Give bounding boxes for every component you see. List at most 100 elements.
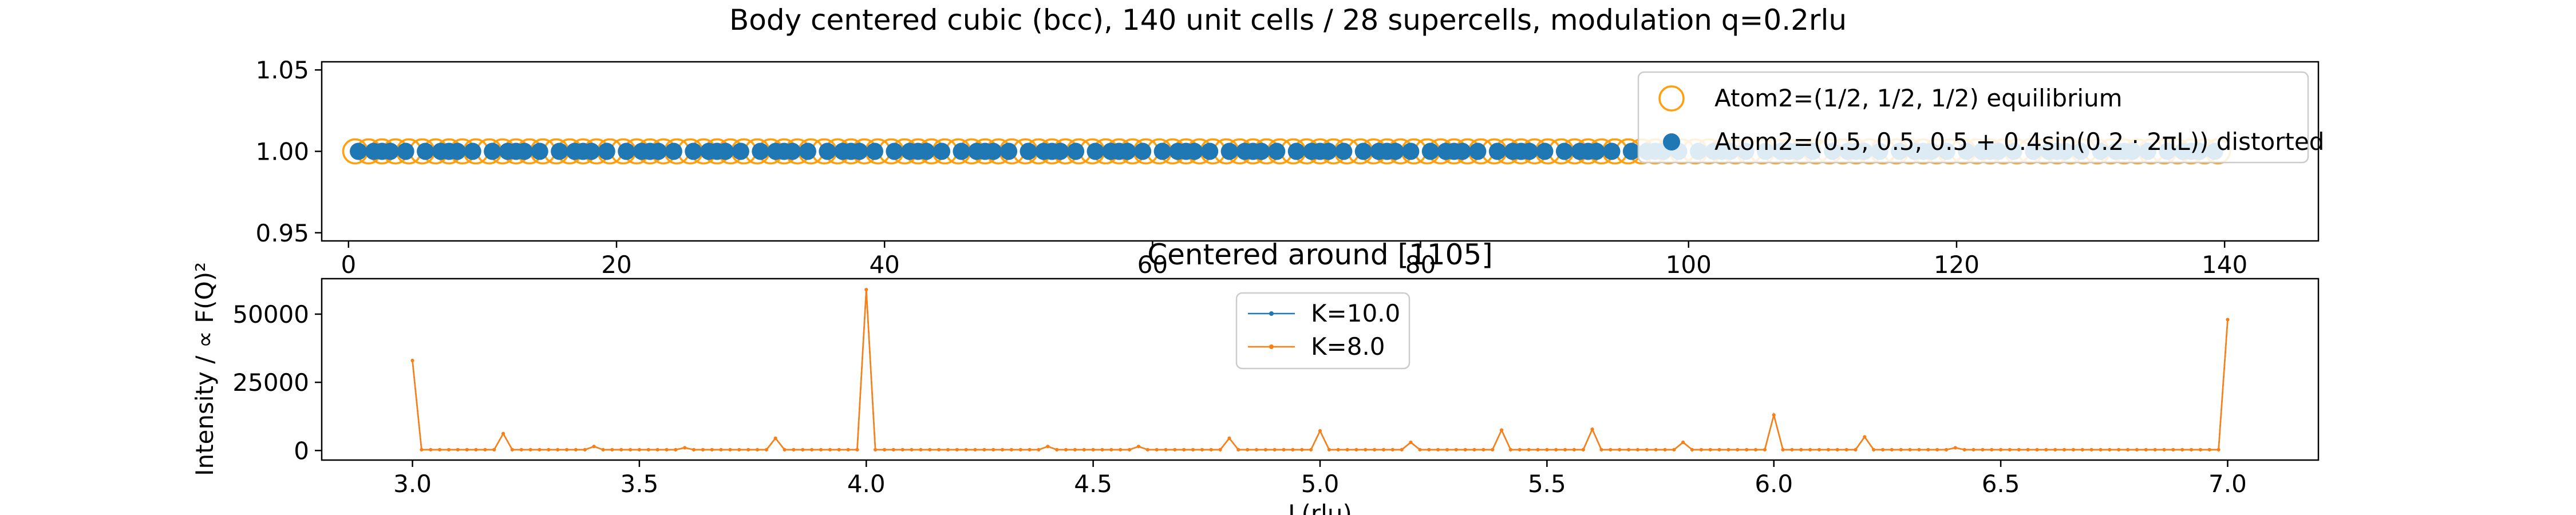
data-point (2089, 447, 2093, 451)
data-point (565, 447, 569, 451)
data-point (874, 447, 878, 451)
data-point (1854, 447, 1858, 451)
data-point (1082, 447, 1086, 451)
distorted-point (1453, 142, 1471, 160)
data-point (1073, 447, 1077, 451)
distorted-point (1268, 142, 1286, 160)
data-point (1563, 447, 1567, 451)
distorted-point (1319, 142, 1337, 160)
data-point (1627, 447, 1631, 451)
data-point (783, 447, 787, 451)
data-point (1481, 447, 1485, 451)
data-point (1463, 447, 1467, 451)
data-point (1799, 447, 1803, 451)
data-point (1518, 447, 1522, 451)
data-point (1246, 447, 1250, 451)
data-point (1028, 447, 1032, 451)
data-point (1863, 435, 1867, 439)
x-tick-label: 6.0 (1755, 470, 1793, 498)
data-point (1826, 447, 1830, 451)
data-point (2053, 447, 2057, 451)
legend-label-k8: K=8.0 (1311, 332, 1385, 360)
distorted-point (732, 142, 749, 160)
data-point (1400, 447, 1404, 451)
data-point (891, 447, 895, 451)
data-point (946, 447, 950, 451)
data-point (1418, 447, 1422, 451)
distorted-point (1119, 142, 1136, 160)
x-tick-label: 5.0 (1301, 470, 1340, 498)
data-point (2063, 447, 2067, 451)
distorted-point (1134, 142, 1152, 160)
data-point (501, 431, 505, 435)
data-point (1917, 447, 1921, 451)
data-point (1064, 447, 1068, 451)
data-point (1635, 447, 1639, 451)
data-point (1445, 447, 1449, 451)
intensity-series (410, 288, 2230, 451)
distorted-point (1067, 142, 1085, 160)
data-point (1055, 447, 1059, 451)
data-point (1835, 447, 1839, 451)
data-point (629, 447, 633, 451)
distorted-point (1622, 142, 1640, 160)
data-point (665, 447, 669, 451)
distorted-point (685, 142, 702, 160)
data-point (1772, 413, 1776, 417)
distorted-point (1253, 142, 1270, 160)
x-tick-label: 4.0 (847, 470, 886, 498)
distorted-point (1086, 142, 1104, 160)
data-point (610, 447, 614, 451)
data-point (528, 447, 532, 451)
distorted-point (752, 142, 769, 160)
legend-marker-k10 (1269, 311, 1274, 316)
data-point (483, 447, 487, 451)
data-point (583, 447, 587, 451)
data-point (1145, 447, 1149, 451)
data-point (810, 447, 814, 451)
legend-box (1637, 71, 2309, 164)
data-point (1945, 447, 1948, 451)
data-point (2008, 447, 2012, 451)
distorted-point (1186, 142, 1203, 160)
data-point (1508, 447, 1512, 451)
data-point (465, 447, 469, 451)
data-point (1318, 429, 1322, 433)
data-point (519, 447, 523, 451)
data-point (2198, 447, 2202, 451)
distorted-point (784, 142, 801, 160)
data-point (883, 447, 886, 451)
distorted-point (350, 142, 368, 160)
data-point (1300, 447, 1304, 451)
data-point (2017, 447, 2021, 451)
data-point (991, 447, 995, 451)
distorted-point (819, 142, 836, 160)
data-point (447, 447, 451, 451)
data-point (1763, 447, 1767, 451)
data-point (1527, 447, 1531, 451)
data-point (1454, 447, 1458, 451)
x-tick-label: 60 (1137, 251, 1168, 279)
data-point (1953, 446, 1957, 450)
distorted-point (866, 142, 883, 160)
data-point (1599, 447, 1603, 451)
data-point (937, 447, 941, 451)
y-tick-label: 0 (294, 437, 309, 465)
data-point (919, 447, 923, 451)
x-tick-label: 7.0 (2208, 470, 2247, 498)
data-point (1236, 447, 1240, 451)
distorted-point (1421, 142, 1439, 160)
data-point (1327, 447, 1331, 451)
distorted-point (1587, 142, 1605, 160)
distorted-point (851, 142, 868, 160)
data-point (728, 447, 732, 451)
distorted-point (582, 142, 600, 160)
legend-box (1235, 292, 1411, 370)
data-point (1999, 447, 2003, 451)
distorted-point (1603, 142, 1621, 160)
legend-marker-k8 (1269, 344, 1274, 349)
data-point (1209, 447, 1213, 451)
x-axis-label: L(rlu) (1288, 500, 1352, 515)
data-point (1472, 447, 1476, 451)
data-point (2080, 447, 2084, 451)
